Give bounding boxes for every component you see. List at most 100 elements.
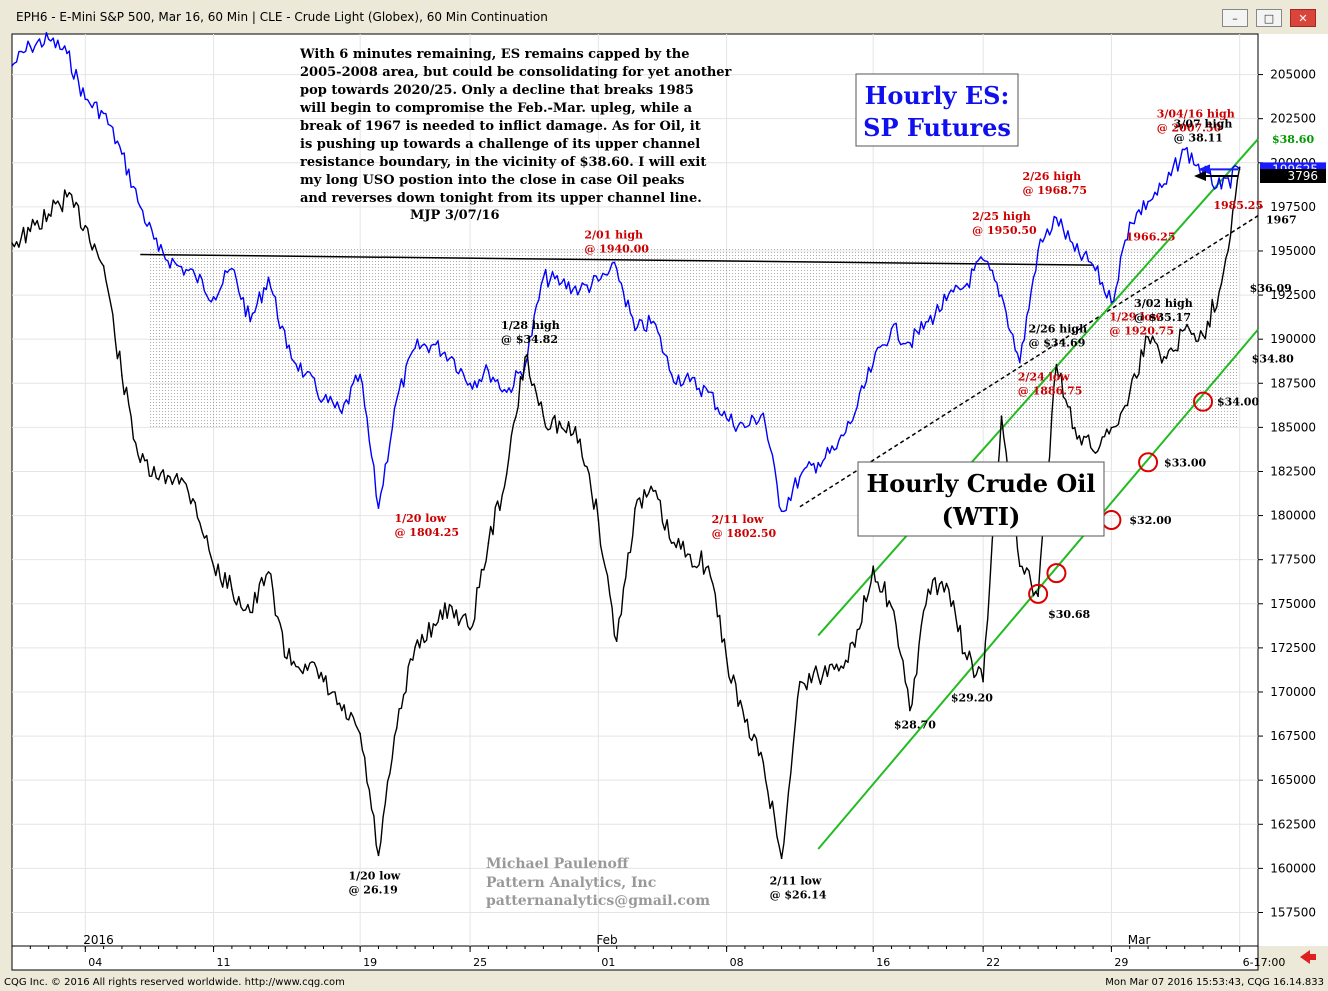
y-tick-label: 167500	[1270, 729, 1316, 743]
es-price-line-point	[817, 461, 820, 464]
oil-annotation: 2/11 low	[770, 874, 822, 887]
oil-price-line-point	[395, 727, 398, 729]
oil-price-line-point	[560, 426, 563, 429]
oil-annotation: 1/28 high	[501, 319, 560, 332]
scroll-arrow-icon[interactable]	[1300, 950, 1316, 964]
oil-price-line-point	[1037, 595, 1039, 598]
oil-title-box: Hourly Crude Oil (WTI)	[857, 461, 1105, 537]
commentary-line: With 6 minutes remaining, ES remains cap…	[299, 47, 689, 62]
oil-price-line-point	[1147, 336, 1149, 338]
oil-price-line-point	[1073, 426, 1076, 429]
es-chart-title-line1: Hourly ES:	[865, 81, 1010, 110]
es-price-line-point	[377, 507, 380, 509]
oil-price-line-point	[359, 732, 361, 735]
channel-touch-circle	[1138, 452, 1159, 473]
es-price-line-point	[1073, 250, 1076, 252]
es-price-line-point	[652, 320, 655, 323]
es-price-line-point	[762, 412, 765, 415]
oil-annotation: @ $35.17	[1134, 311, 1191, 324]
oil-annotation: $34.80	[1252, 352, 1294, 365]
restore-button[interactable]: □	[1256, 9, 1282, 27]
x-tick-label: 22	[986, 956, 1000, 969]
es-price-line-point	[121, 153, 123, 155]
oil-price-line-point	[670, 542, 673, 544]
es-annotation: 2/25 high	[972, 210, 1031, 223]
x-tick-label: 08	[730, 956, 744, 969]
es-price-line-point	[1183, 148, 1186, 151]
x-tick-label: 04	[88, 956, 102, 969]
oil-price-line-point	[377, 854, 380, 857]
oil-annotation: 1/20 low	[348, 869, 400, 882]
es-price-line-point	[1110, 301, 1113, 304]
es-price-line-point	[707, 391, 710, 393]
oil-price-line-point	[1183, 328, 1186, 331]
y-tick-label: 157500	[1270, 905, 1316, 919]
oil-price-line-point	[432, 623, 435, 625]
oil-price-line-point	[450, 605, 453, 608]
oil-arrow-head-icon	[1194, 170, 1206, 181]
oil-price-line-point	[689, 553, 691, 556]
commentary-line: will begin to compromise the Feb.-Mar. u…	[299, 101, 693, 116]
es-price-line-point	[725, 417, 728, 420]
es-price-line-point	[341, 412, 343, 415]
oil-last-value-box	[1260, 168, 1326, 183]
x-tick-label: 25	[473, 956, 487, 969]
oil-price-line-point	[322, 680, 325, 683]
es-price-line-point	[1147, 200, 1149, 203]
es-price-line-point	[359, 373, 361, 376]
y-tick-label: 162500	[1270, 817, 1316, 831]
y-tick-label: 177500	[1270, 553, 1316, 567]
es-annotation: @ 1968.75	[1022, 184, 1087, 197]
oil-price-line-point	[835, 663, 838, 666]
y-tick-label: 190000	[1270, 332, 1316, 346]
oil-price-line-point	[1110, 426, 1113, 429]
commentary-line: my long USO postion into the close in ca…	[300, 173, 684, 188]
es-price-line-point	[414, 347, 416, 349]
oil-price-line-point	[982, 680, 984, 683]
y-tick-label: 185000	[1270, 420, 1316, 434]
es-price-line-point	[469, 382, 471, 385]
es-price-line-point	[1220, 187, 1223, 190]
watermark-line: patternanalytics@gmail.com	[486, 893, 710, 909]
price-series	[11, 31, 1241, 860]
x-axis-ticks: 04 11 19 25 01 08 16 22 29 6-17:00 2016 Feb Mar	[11, 933, 1286, 969]
oil-price-line-point	[542, 415, 545, 417]
es-price-line-point	[139, 206, 142, 208]
x-tick-label: 6-17:00	[1243, 956, 1286, 969]
es-price-line-point	[1092, 264, 1094, 266]
commentary-block: With 6 minutes remaining, ES remains cap…	[299, 47, 732, 223]
commentary-line: 2005-2008 area, but could be consolidati…	[300, 65, 732, 80]
window-title-bar: EPH6 - E-Mini S&P 500, Mar 16, 60 Min | …	[0, 0, 1328, 34]
status-bar: CQG Inc. © 2016 All rights reserved worl…	[0, 973, 1328, 991]
es-price-line-point	[890, 327, 893, 330]
x-month-label: Feb	[596, 933, 617, 947]
es-price-line-point	[1018, 361, 1021, 364]
commentary-signature: MJP 3/07/16	[410, 208, 500, 223]
oil-price-line-point	[652, 490, 655, 492]
y-tick-label: 187500	[1270, 376, 1316, 390]
commentary-line: is pushing up towards a challenge of its…	[300, 137, 700, 152]
channel-touch-circle	[1028, 583, 1049, 604]
minimize-button[interactable]: –	[1222, 9, 1248, 27]
oil-annotation: $33.00	[1164, 456, 1206, 469]
oil-annotation: @ 38.11	[1174, 131, 1223, 144]
es-price-line-point	[231, 267, 233, 270]
es-price-line-point	[689, 380, 691, 383]
oil-annotation: $29.20	[951, 692, 993, 705]
oil-price-line-point	[487, 542, 490, 544]
oil-price-line-point	[1092, 449, 1094, 452]
oil-price-line-point	[1202, 334, 1204, 337]
oil-price-line-point	[1165, 357, 1168, 360]
oil-price-line-point	[909, 709, 911, 712]
oil-price-line-point	[854, 646, 856, 648]
es-price-line-point	[560, 281, 563, 284]
oil-annotation: 2/26 high	[1028, 323, 1087, 336]
x-month-label: 2016	[83, 933, 114, 947]
y-tick-label: 180000	[1270, 509, 1316, 523]
es-price-line-point	[1055, 217, 1058, 219]
y-tick-label: 160000	[1270, 861, 1316, 875]
oil-price-line-point	[139, 461, 142, 464]
close-button[interactable]: ✕	[1290, 9, 1316, 27]
oil-price-line-point	[29, 230, 32, 233]
